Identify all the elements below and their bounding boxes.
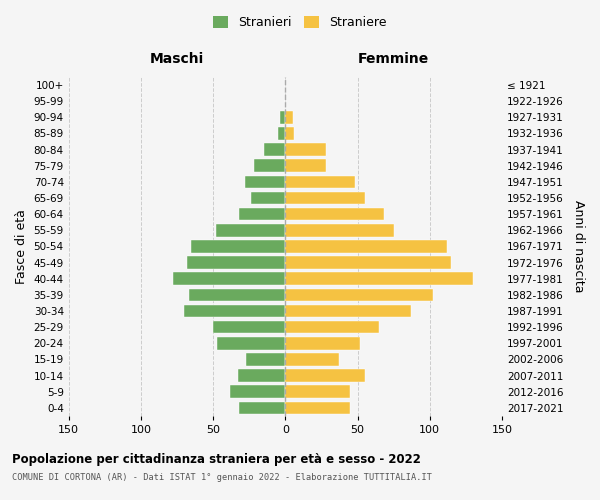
Bar — [286, 256, 451, 269]
Text: Popolazione per cittadinanza straniera per età e sesso - 2022: Popolazione per cittadinanza straniera p… — [12, 452, 421, 466]
Bar — [286, 304, 411, 318]
Bar — [286, 353, 339, 366]
Bar — [245, 176, 286, 188]
Text: COMUNE DI CORTONA (AR) - Dati ISTAT 1° gennaio 2022 - Elaborazione TUTTITALIA.IT: COMUNE DI CORTONA (AR) - Dati ISTAT 1° g… — [12, 472, 432, 482]
Bar — [184, 304, 286, 318]
Bar — [216, 224, 286, 236]
Legend: Stranieri, Straniere: Stranieri, Straniere — [208, 11, 392, 34]
Bar — [286, 240, 447, 252]
Bar — [286, 208, 383, 220]
Bar — [286, 192, 365, 204]
Bar — [286, 337, 361, 349]
Bar — [254, 160, 286, 172]
Bar — [251, 192, 286, 204]
Bar — [286, 160, 326, 172]
Bar — [239, 208, 286, 220]
Bar — [286, 321, 379, 334]
Text: Femmine: Femmine — [358, 52, 430, 66]
Bar — [280, 111, 286, 124]
Y-axis label: Fasce di età: Fasce di età — [15, 209, 28, 284]
Bar — [286, 272, 473, 285]
Bar — [286, 386, 350, 398]
Bar — [230, 386, 286, 398]
Bar — [286, 143, 326, 156]
Bar — [286, 224, 394, 236]
Bar — [213, 321, 286, 334]
Bar — [187, 256, 286, 269]
Bar — [188, 288, 286, 301]
Y-axis label: Anni di nascita: Anni di nascita — [572, 200, 585, 292]
Bar — [217, 337, 286, 349]
Bar — [278, 127, 286, 140]
Bar — [191, 240, 286, 252]
Bar — [247, 353, 286, 366]
Bar — [238, 370, 286, 382]
Bar — [263, 143, 286, 156]
Bar — [286, 111, 293, 124]
Bar — [286, 176, 355, 188]
Bar — [239, 402, 286, 414]
Bar — [286, 288, 433, 301]
Text: Maschi: Maschi — [150, 52, 204, 66]
Bar — [286, 402, 350, 414]
Bar — [173, 272, 286, 285]
Bar — [286, 127, 294, 140]
Bar — [286, 370, 365, 382]
